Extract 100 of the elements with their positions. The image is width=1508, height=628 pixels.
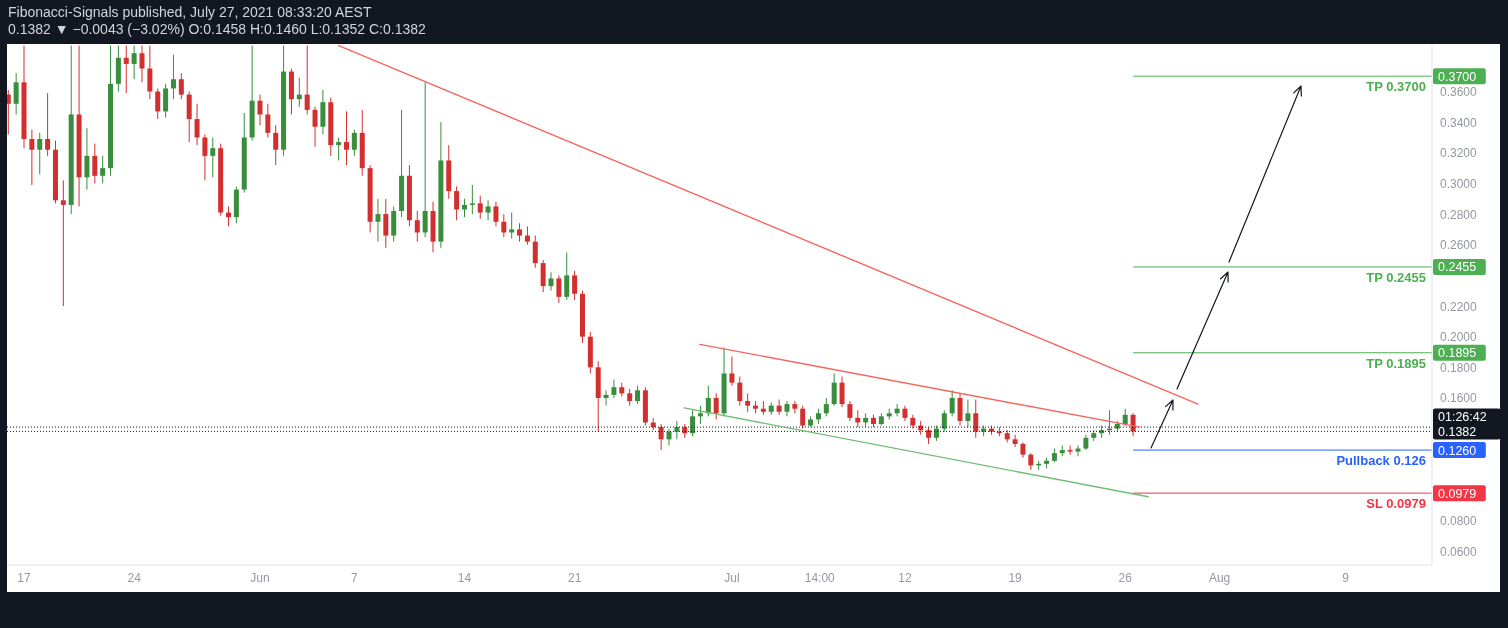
candlestick bbox=[690, 409, 696, 437]
candlestick bbox=[1075, 444, 1081, 457]
candlestick bbox=[304, 45, 310, 115]
text: 01:26:42 bbox=[1438, 409, 1487, 424]
candlestick bbox=[202, 133, 208, 181]
x-tick-label: Jul bbox=[724, 570, 740, 585]
candlestick bbox=[839, 376, 845, 408]
candlestick bbox=[273, 124, 279, 166]
x-tick-label: Jun bbox=[250, 570, 270, 585]
ref-line-label: TP 0.1895 bbox=[1366, 355, 1426, 371]
candlestick bbox=[674, 420, 680, 440]
y-tick-label: 0.3700 bbox=[1438, 69, 1477, 84]
ref-line-label: TP 0.3700 bbox=[1366, 79, 1426, 95]
candlestick bbox=[501, 213, 507, 238]
y-tick-label: 0.0600 bbox=[1440, 544, 1478, 559]
candlestick bbox=[344, 110, 349, 166]
candlestick bbox=[745, 392, 751, 413]
x-tick-label: 7 bbox=[351, 570, 359, 585]
y-tick-label: 0.3000 bbox=[1440, 176, 1478, 191]
candlestick bbox=[312, 106, 318, 148]
candlestick bbox=[469, 184, 475, 215]
candlestick bbox=[123, 45, 129, 94]
ref-line-label: Pullback 0.126 bbox=[1336, 453, 1426, 469]
candlestick bbox=[485, 199, 491, 221]
candlestick bbox=[92, 143, 98, 184]
candlestick bbox=[414, 210, 420, 243]
candlestick bbox=[784, 400, 790, 417]
candlestick bbox=[737, 376, 743, 407]
candlestick bbox=[84, 127, 90, 191]
candlestick bbox=[713, 392, 719, 420]
x-tick-label: 9 bbox=[1342, 570, 1350, 585]
candlestick bbox=[831, 372, 837, 407]
candlestick bbox=[611, 379, 617, 399]
candlestick bbox=[556, 274, 562, 304]
ref-line-label: SL 0.0979 bbox=[1366, 496, 1426, 512]
y-tick-label: 0.2800 bbox=[1440, 207, 1478, 222]
y-tick-label: 0.1260 bbox=[1438, 443, 1477, 458]
candlestick bbox=[823, 397, 829, 417]
y-tick-label: 0.2455 bbox=[1438, 260, 1477, 275]
candlestick bbox=[375, 198, 381, 243]
candlestick bbox=[257, 94, 263, 126]
candlestick bbox=[194, 103, 200, 146]
candlestick bbox=[540, 259, 546, 293]
candlestick bbox=[155, 87, 161, 120]
candlestick bbox=[178, 72, 184, 100]
candlestick bbox=[7, 89, 11, 135]
candlestick bbox=[1012, 434, 1018, 448]
candlestick bbox=[477, 195, 483, 220]
candlestick bbox=[973, 399, 979, 439]
candlestick bbox=[13, 72, 19, 115]
y-tick-label: 0.0979 bbox=[1438, 486, 1477, 501]
y-tick-label: 0.1800 bbox=[1440, 360, 1478, 375]
x-tick-label: 26 bbox=[1118, 570, 1133, 585]
candlestick bbox=[847, 400, 853, 422]
candlestick bbox=[524, 225, 530, 246]
candlestick bbox=[965, 399, 971, 428]
candlestick bbox=[100, 155, 106, 184]
chart-title: Fibonacci-Signals published, July 27, 2021 08:33:20 AEST bbox=[8, 4, 373, 21]
y-tick-label: 0.1382 bbox=[1438, 424, 1477, 439]
candlestick bbox=[131, 45, 137, 80]
candlestick bbox=[454, 186, 460, 221]
candlestick bbox=[658, 423, 664, 451]
candlestick bbox=[603, 389, 609, 407]
x-tick-label: 24 bbox=[127, 570, 142, 585]
x-tick-label: 19 bbox=[1008, 570, 1023, 585]
candlestick bbox=[635, 385, 641, 405]
y-tick-label: 0.3200 bbox=[1440, 146, 1478, 161]
y-tick-label: 0.1895 bbox=[1438, 346, 1477, 361]
x-tick-label: 21 bbox=[567, 570, 582, 585]
candlestick bbox=[949, 389, 955, 417]
y-tick-label: 0.2600 bbox=[1440, 238, 1478, 253]
x-tick-label: 12 bbox=[898, 570, 912, 585]
x-tick-label: 14 bbox=[457, 570, 472, 585]
candlestick bbox=[941, 409, 947, 433]
y-tick-label: 0.0800 bbox=[1440, 514, 1478, 529]
candlestick bbox=[422, 81, 428, 238]
candlestick bbox=[265, 103, 271, 138]
candlestick bbox=[572, 270, 578, 301]
candlestick bbox=[800, 405, 806, 430]
candlestick bbox=[705, 385, 711, 417]
x-tick-label: Aug bbox=[1208, 570, 1231, 585]
y-tick-label: 0.2000 bbox=[1440, 330, 1478, 345]
candlestick bbox=[729, 356, 735, 387]
candlestick bbox=[697, 405, 703, 425]
candlestick bbox=[163, 83, 169, 119]
candlestick bbox=[532, 235, 538, 269]
y-tick-label: 0.3600 bbox=[1440, 85, 1478, 99]
candlestick bbox=[509, 212, 515, 240]
candlestick bbox=[45, 92, 51, 157]
candlestick bbox=[1067, 444, 1073, 456]
candlestick bbox=[517, 222, 523, 243]
candlestick bbox=[37, 132, 43, 175]
candlestick bbox=[776, 399, 782, 416]
ref-line-label: TP 0.2455 bbox=[1366, 269, 1426, 285]
x-tick-label: 14:00 bbox=[804, 570, 836, 585]
candlestick bbox=[170, 54, 176, 100]
candlestick bbox=[29, 129, 35, 186]
y-tick-label: 0.2200 bbox=[1440, 299, 1478, 314]
candlestick bbox=[564, 251, 570, 301]
candlestick bbox=[666, 428, 672, 446]
